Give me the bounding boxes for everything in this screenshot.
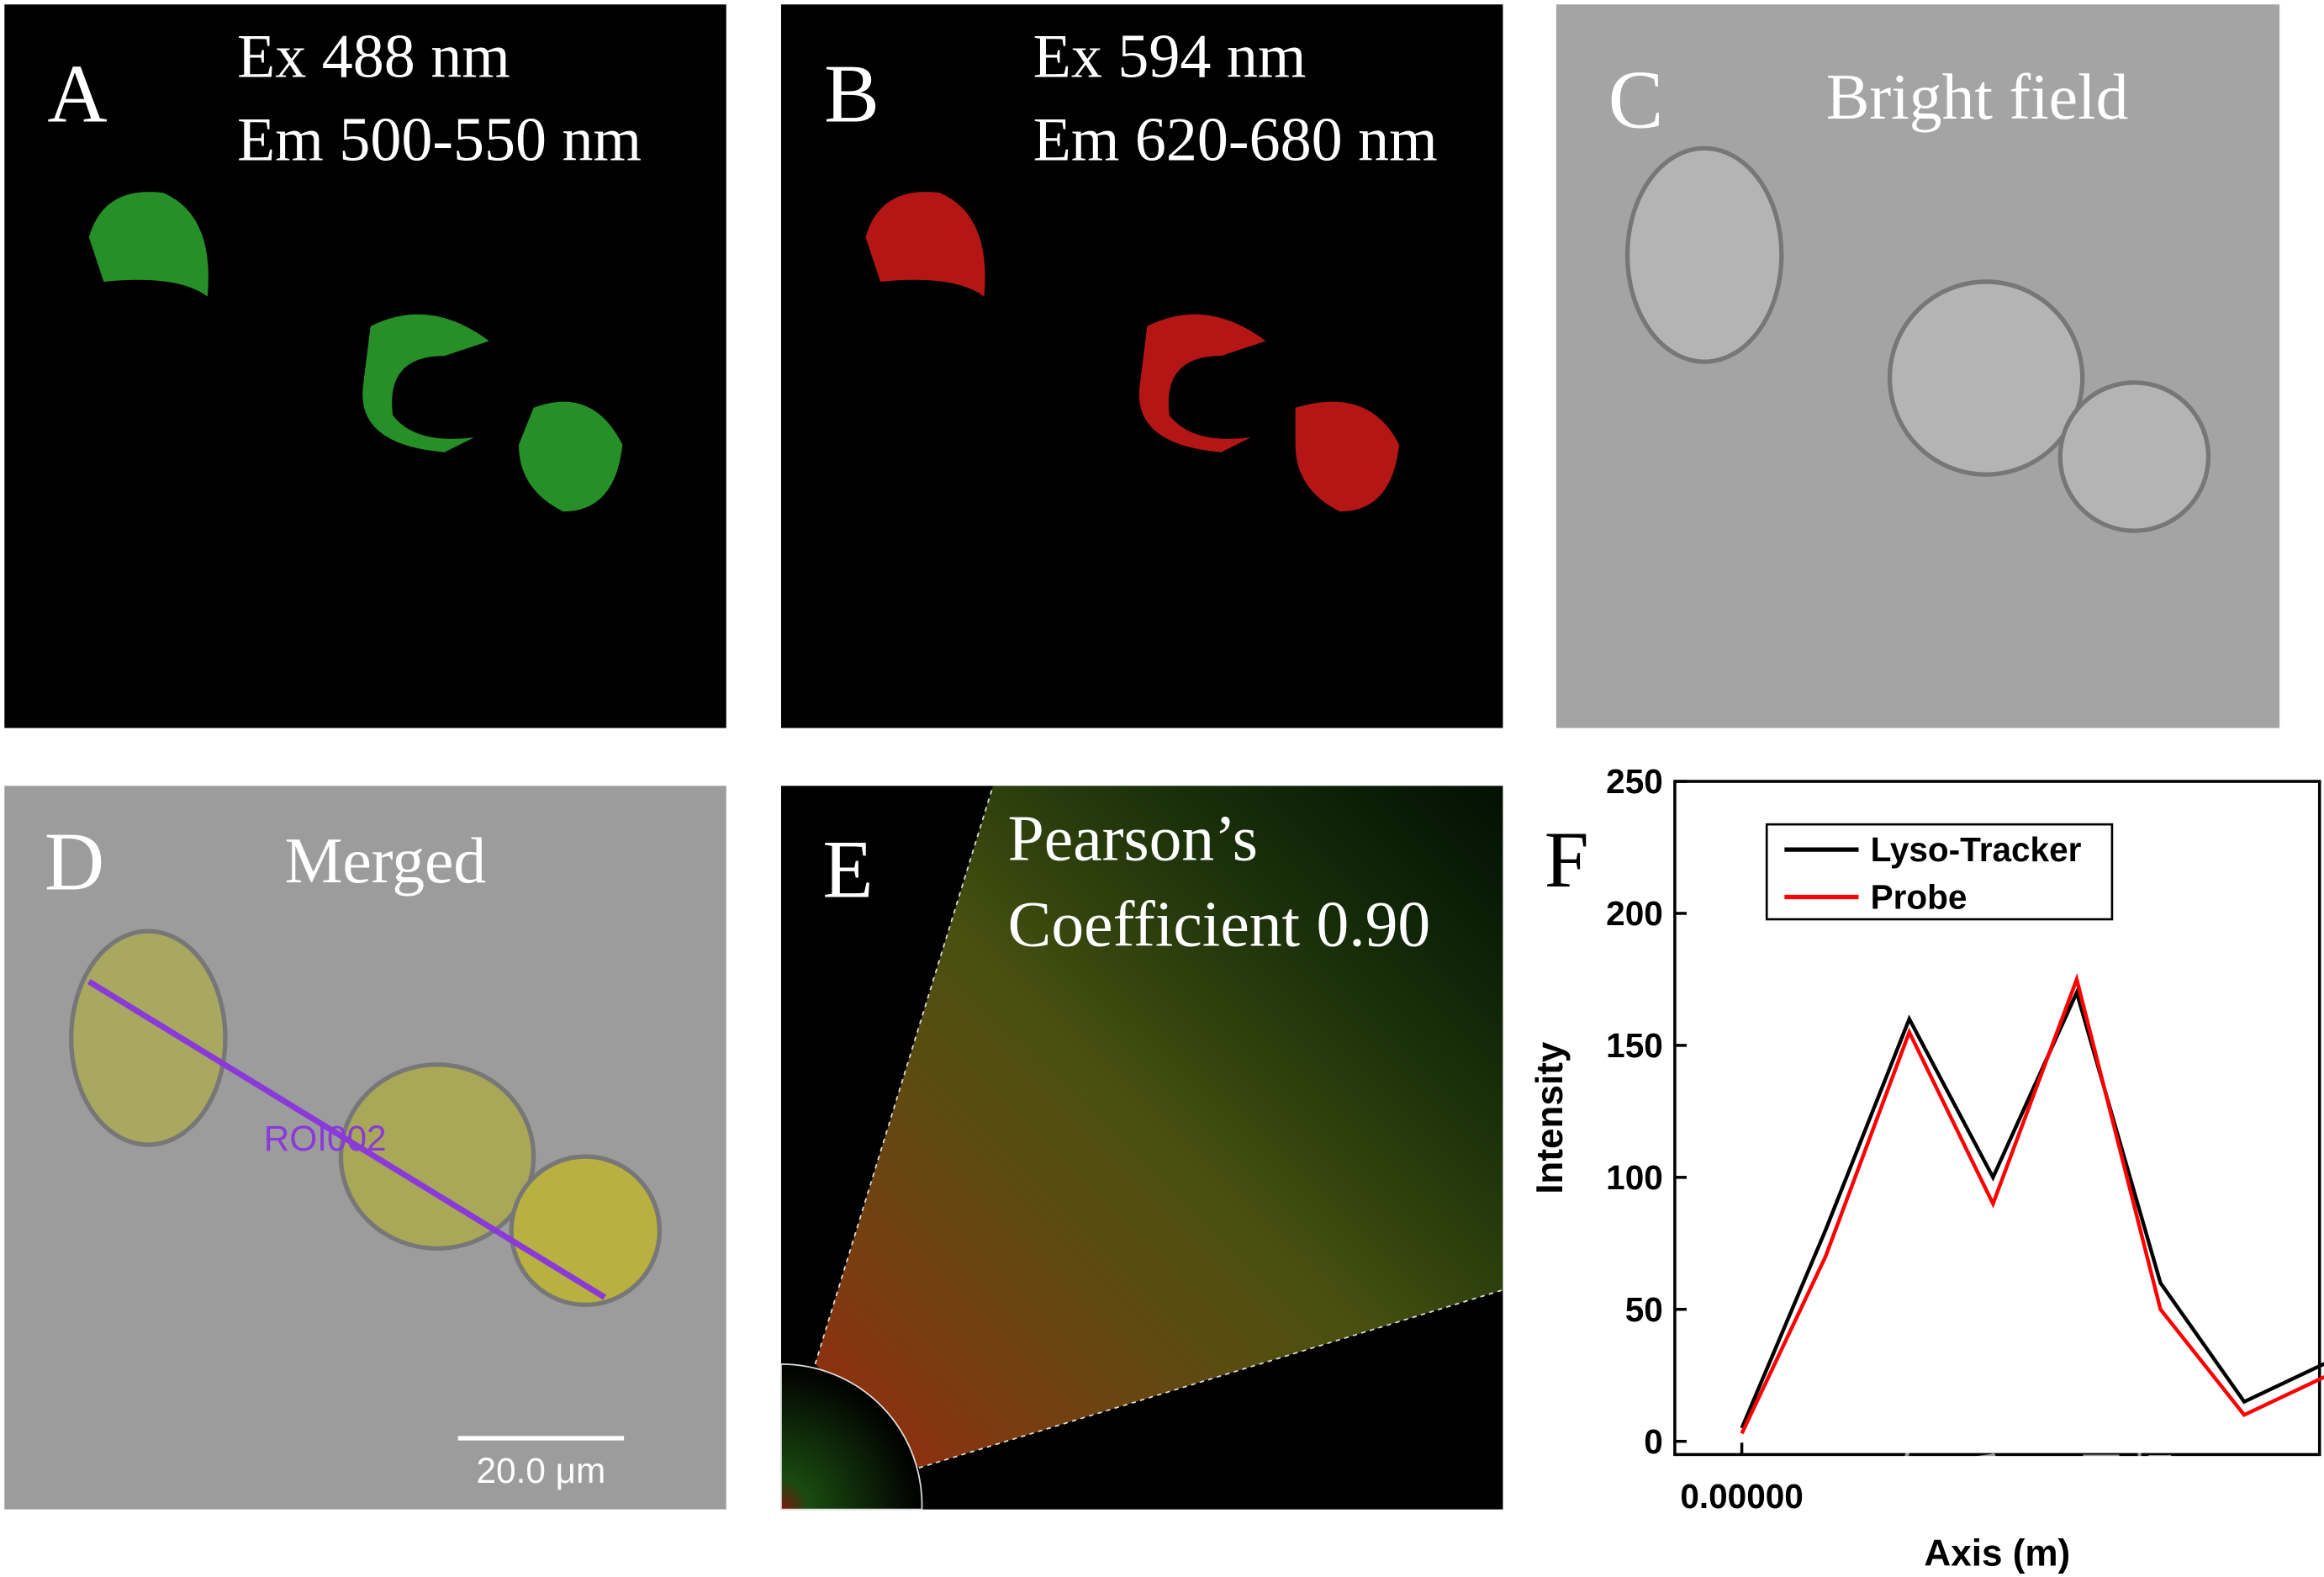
panel-text: Bright field (1826, 61, 2129, 133)
panel-letter: A (47, 49, 107, 140)
y-tick-label: 200 (1606, 894, 1663, 933)
panel-a (4, 4, 726, 728)
guide-line (918, 1289, 1503, 1469)
series-line (1740, 973, 2324, 1435)
roi-label: ROI002 (264, 1119, 387, 1158)
panel-b (780, 4, 1503, 728)
legend-label: Probe (1871, 878, 1967, 917)
panel-letter: E (822, 824, 873, 916)
legend-label: Lyso-Tracker (1871, 830, 2082, 869)
y-axis-title: Intensity (1529, 1041, 1571, 1194)
plot-frame (1673, 780, 2321, 1457)
x-axis-title: Axis (m) (1924, 1533, 2070, 1574)
guide-line (814, 786, 994, 1365)
x-tick-label: 0.00000 (1680, 1477, 1804, 1516)
watermark: 知乎 @晨炀 (1897, 1448, 2180, 1511)
panel-text: Ex 594 nm (1033, 23, 1307, 92)
cells-red (865, 192, 1400, 512)
y-tick-label: 250 (1606, 762, 1663, 801)
y-tick-label: 50 (1625, 1290, 1663, 1329)
cells-green (88, 192, 623, 512)
scale-label: 20.0 μm (477, 1451, 606, 1490)
legend-box (1765, 823, 2114, 921)
panel-text: Merged (284, 824, 486, 897)
panel-text: Pearson’s (1008, 802, 1258, 874)
threshold-arc (780, 1363, 923, 1511)
roi-line (87, 979, 607, 1300)
y-tick-label: 0 (1644, 1422, 1663, 1461)
scatter-cloud (815, 786, 1503, 1469)
line-chart: 0501001502002500.000000.000020.000040.00… (1529, 762, 2324, 1574)
series-line (1740, 987, 2324, 1429)
panel-text: Em 620-680 nm (1033, 105, 1438, 174)
y-tick-label: 100 (1606, 1158, 1663, 1197)
panel-text: Coefficient 0.90 (1008, 888, 1430, 960)
cells-merged (68, 929, 663, 1307)
panel-letter: B (824, 49, 879, 140)
panel-letter: D (45, 817, 104, 908)
y-tick-label: 150 (1606, 1026, 1663, 1065)
panel-letter: F (1545, 815, 1589, 904)
cells-bright (1624, 146, 2211, 533)
panel-letter: C (1608, 55, 1664, 146)
panel-text: Ex 488 nm (237, 23, 510, 92)
panel-text: Em 500-550 nm (237, 105, 642, 174)
